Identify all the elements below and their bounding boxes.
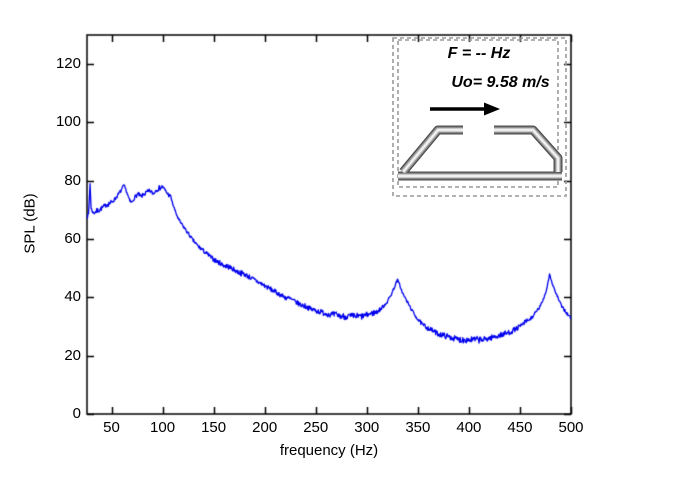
x-tick-label: 350 — [405, 419, 431, 436]
x-tick-label: 100 — [150, 419, 176, 436]
x-tick-label: 50 — [103, 419, 120, 436]
x-tick-label: 200 — [252, 419, 278, 436]
y-tick-label: 80 — [64, 171, 81, 189]
x-tick-label: 300 — [354, 419, 380, 436]
x-tick-label: 450 — [507, 419, 533, 436]
y-tick-label: 60 — [64, 230, 81, 248]
x-tick-label: 400 — [456, 419, 482, 436]
y-tick-label: 120 — [55, 55, 81, 73]
inset-velocity-text: Uo= 9.58 m/s — [451, 74, 550, 91]
x-tick-label: 250 — [303, 419, 329, 436]
y-axis-label: SPL (dB) — [21, 193, 39, 254]
x-tick-label: 150 — [201, 419, 227, 436]
y-tick-label: 100 — [55, 113, 81, 131]
inset-dashed-border — [392, 37, 567, 197]
y-tick-label: 0 — [72, 405, 81, 422]
flow-direction-arrow-icon — [430, 102, 500, 116]
inset-annotation-box: F = -- Hz Uo= 9.58 m/s — [392, 37, 568, 199]
y-tick-label: 40 — [64, 288, 81, 306]
x-axis-label: frequency (Hz) — [279, 442, 379, 459]
inset-frequency-text: F = -- Hz — [447, 45, 511, 62]
x-tick-label: 500 — [558, 419, 584, 436]
y-tick-label: 20 — [64, 346, 81, 364]
cavity-geometry-diagram — [398, 125, 563, 181]
